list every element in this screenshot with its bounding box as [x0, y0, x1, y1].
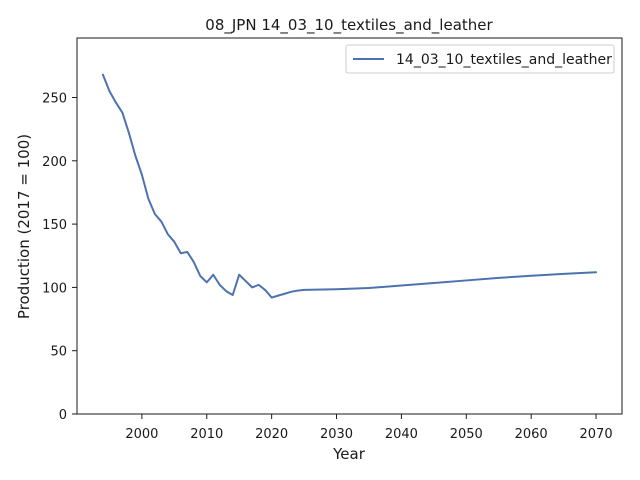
- y-tick-label: 0: [59, 408, 67, 423]
- x-tick-label: 2030: [320, 427, 353, 442]
- x-tick-label: 2010: [190, 427, 223, 442]
- x-axis-label: Year: [332, 445, 366, 463]
- x-axis: 2000 2010 2020 2030 2040 2050 2060 2070: [125, 414, 613, 442]
- series-layer: [101, 73, 598, 299]
- y-tick-label: 250: [42, 92, 67, 107]
- x-tick-label: 2070: [580, 427, 613, 442]
- y-tick-label: 150: [42, 218, 67, 233]
- x-tick-label: 2000: [125, 427, 158, 442]
- legend-label: 14_03_10_textiles_and_leather: [396, 52, 612, 68]
- legend-box: [345, 44, 615, 74]
- legend: 14_03_10_textiles_and_leather: [345, 44, 615, 74]
- y-axis-label: Production (2017 = 100): [15, 134, 33, 319]
- x-tick-label: 2040: [385, 427, 418, 442]
- x-tick-label: 2050: [450, 427, 483, 442]
- x-tick-label: 2060: [515, 427, 548, 442]
- axes-frame: [76, 37, 623, 415]
- series-line: [101, 73, 598, 299]
- x-tick-label: 2020: [255, 427, 288, 442]
- y-tick-label: 100: [42, 281, 67, 296]
- y-tick-label: 50: [50, 345, 67, 360]
- plot-area: 2000 2010 2020 2030 2040 2050 2060 2070 0 50 100 1…: [42, 37, 623, 442]
- chart-title: 08_JPN 14_03_10_textiles_and_leather: [205, 16, 493, 35]
- y-axis: 0 50 100 150 200 250: [42, 92, 77, 423]
- y-tick-label: 200: [42, 155, 67, 170]
